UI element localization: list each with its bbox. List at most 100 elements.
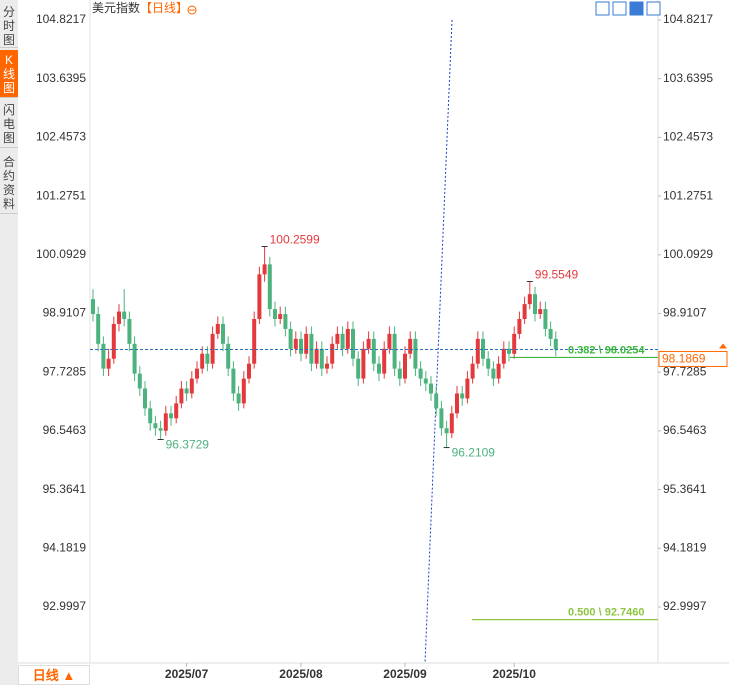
candle-body [262, 264, 267, 275]
candle-body [247, 363, 251, 379]
candle-body [371, 338, 376, 364]
candle-body [163, 413, 168, 431]
tab[interactable]: 分时图 [0, 2, 18, 48]
last-price-arrow [719, 343, 727, 349]
tab[interactable]: 合约资料 [0, 152, 18, 214]
max-label: 100.2599 [270, 233, 320, 247]
candle-body [382, 348, 387, 374]
y-tick-label-left: 94.1819 [43, 540, 87, 554]
candle-body [325, 363, 329, 369]
candle-body [449, 413, 454, 434]
candle-body [345, 328, 350, 349]
y-tick-label-right: 94.1819 [663, 540, 707, 554]
y-tick-label-left: 96.5463 [43, 423, 87, 437]
candle-body [455, 393, 459, 414]
candle-body [117, 311, 121, 324]
candle-body [397, 368, 402, 379]
y-tick-label-left: 95.3641 [43, 482, 87, 496]
candle-body [91, 299, 95, 315]
candle-body [418, 368, 423, 379]
candle-body [460, 393, 465, 399]
candle-body [351, 328, 355, 359]
tool-icon[interactable] [646, 1, 661, 16]
y-tick-label-left: 100.0929 [36, 247, 86, 261]
candle-body [413, 338, 418, 369]
candle-body [486, 358, 491, 369]
y-tick-label-left: 103.6395 [36, 71, 86, 85]
y-tick-label-right: 92.9997 [663, 599, 707, 613]
candle-body [517, 318, 522, 334]
candle-body [153, 423, 158, 429]
candle-body [507, 348, 511, 354]
candle-body [314, 348, 319, 364]
min-label: 96.2109 [452, 446, 496, 460]
x-tick-label: 2025/07 [165, 667, 209, 681]
x-tick-label: 2025/09 [383, 667, 427, 681]
candle-body [200, 353, 205, 369]
candle-body [377, 363, 381, 374]
x-tick-label: 2025/08 [279, 667, 323, 681]
candle-body [470, 363, 475, 379]
y-tick-label-right: 96.5463 [663, 423, 707, 437]
candle-body [465, 378, 470, 399]
y-tick-label-right: 104.8217 [663, 12, 713, 26]
candle-body [283, 314, 288, 329]
candle-body [444, 428, 449, 434]
candle-body [543, 309, 548, 329]
toolbar [595, 1, 661, 16]
candle-body [257, 274, 262, 319]
candle-body [538, 309, 543, 315]
candle-body [205, 353, 210, 364]
candle-body [527, 294, 532, 305]
candle-body [304, 333, 309, 354]
chart-title: 美元指数 [92, 0, 140, 15]
candle-body [423, 378, 428, 384]
candle-body [387, 333, 392, 349]
period-button[interactable]: 日线 ▲ [18, 665, 90, 685]
candle-body [356, 358, 361, 379]
candle-body [288, 328, 293, 349]
candle-body [533, 294, 537, 315]
candle-body [553, 338, 558, 350]
candle-body [293, 338, 298, 349]
candle-body [96, 314, 101, 344]
y-tick-label-left: 98.9107 [43, 306, 87, 320]
tool-icon[interactable] [612, 1, 627, 16]
y-tick-label-left: 104.8217 [36, 12, 86, 26]
candle-body [101, 343, 106, 369]
candle-body [127, 318, 132, 344]
candle-body [137, 373, 142, 389]
candle-body [215, 323, 220, 334]
candle-body [434, 393, 439, 409]
tool-icon[interactable] [595, 1, 610, 16]
candle-body [195, 368, 199, 379]
y-tick-label-left: 101.2751 [36, 188, 86, 202]
candle-body [340, 333, 345, 349]
max-label: 99.5549 [535, 268, 579, 282]
tab[interactable]: 闪电图 [0, 100, 18, 148]
candle-body [273, 309, 277, 319]
candle-body [299, 338, 303, 354]
candle-body [361, 348, 366, 379]
candle-body [122, 311, 127, 319]
candle-body [439, 408, 444, 429]
candle-body [501, 348, 506, 364]
candle-body [252, 318, 257, 364]
candle-body [132, 343, 137, 374]
y-tick-label-right: 95.3641 [663, 482, 707, 496]
candle-body [169, 413, 173, 419]
tab-active[interactable]: K线图 [0, 50, 18, 98]
tool-icon[interactable] [629, 1, 644, 16]
chart-subtitle: 【日线】 [140, 1, 188, 15]
add-icon[interactable] [187, 5, 197, 15]
candle-body [309, 333, 314, 364]
candle-body [179, 388, 184, 404]
candle-body [278, 314, 283, 319]
candle-body [491, 368, 496, 379]
last-price-box [658, 350, 728, 367]
sidebar: 分时图 K线图 闪电图 合约资料 [0, 0, 18, 685]
candle-body [548, 328, 553, 339]
last-price-label: 98.1869 [662, 352, 706, 366]
candle-body [512, 333, 517, 354]
